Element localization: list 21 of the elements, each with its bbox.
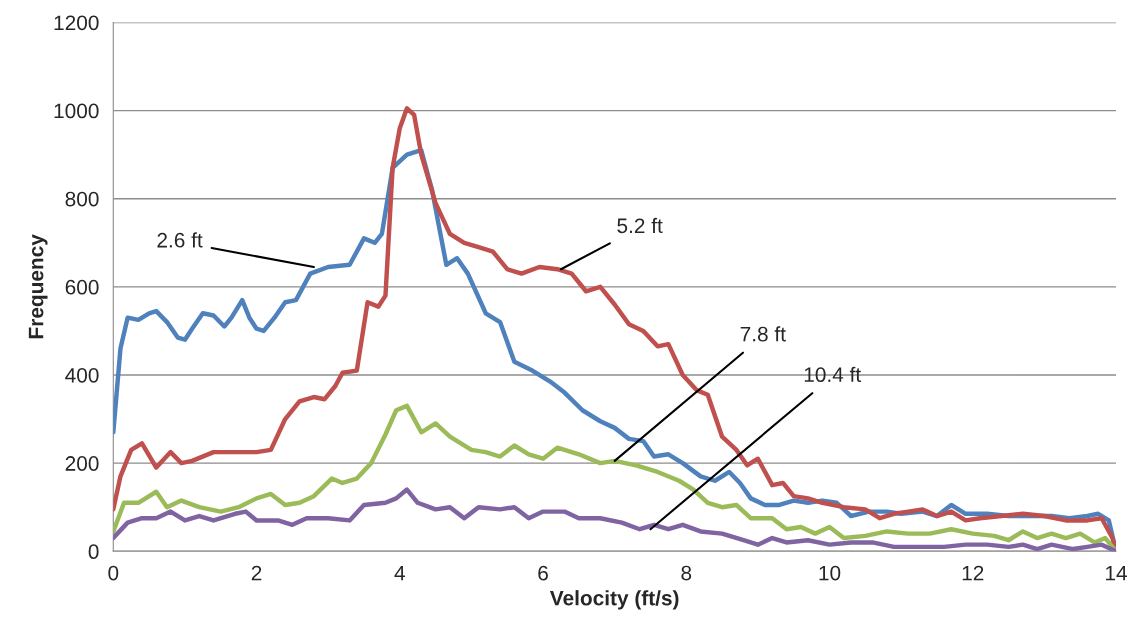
y-tick-label: 1200: [54, 15, 99, 31]
x-tick-label: 0: [108, 565, 119, 581]
x-tick-label: 4: [394, 565, 405, 581]
annotation: 5.2 ft: [617, 217, 663, 234]
annotation: 7.8 ft: [740, 326, 786, 342]
y-tick-label: 800: [65, 191, 99, 207]
y-tick-label: 200: [65, 456, 99, 471]
x-tick-label: 8: [681, 565, 692, 581]
x-axis-title: Velocity (ft/s): [549, 590, 679, 610]
y-axis-title: Frequency: [28, 234, 48, 339]
x-tick-label: 6: [538, 565, 548, 581]
y-tick-label: 0: [88, 544, 99, 560]
y-tick-label: 400: [65, 367, 99, 383]
x-tick-label: 12: [962, 565, 984, 581]
x-tick-label: 2: [251, 565, 262, 581]
x-tick-label: 14: [1106, 565, 1127, 581]
y-tick-label: 600: [65, 279, 99, 295]
x-tick-label: 10: [819, 565, 841, 581]
y-tick-label: 1000: [54, 103, 99, 119]
annotation: 10.4 ft: [804, 366, 861, 383]
annotation: 2.6 ft: [157, 232, 203, 248]
